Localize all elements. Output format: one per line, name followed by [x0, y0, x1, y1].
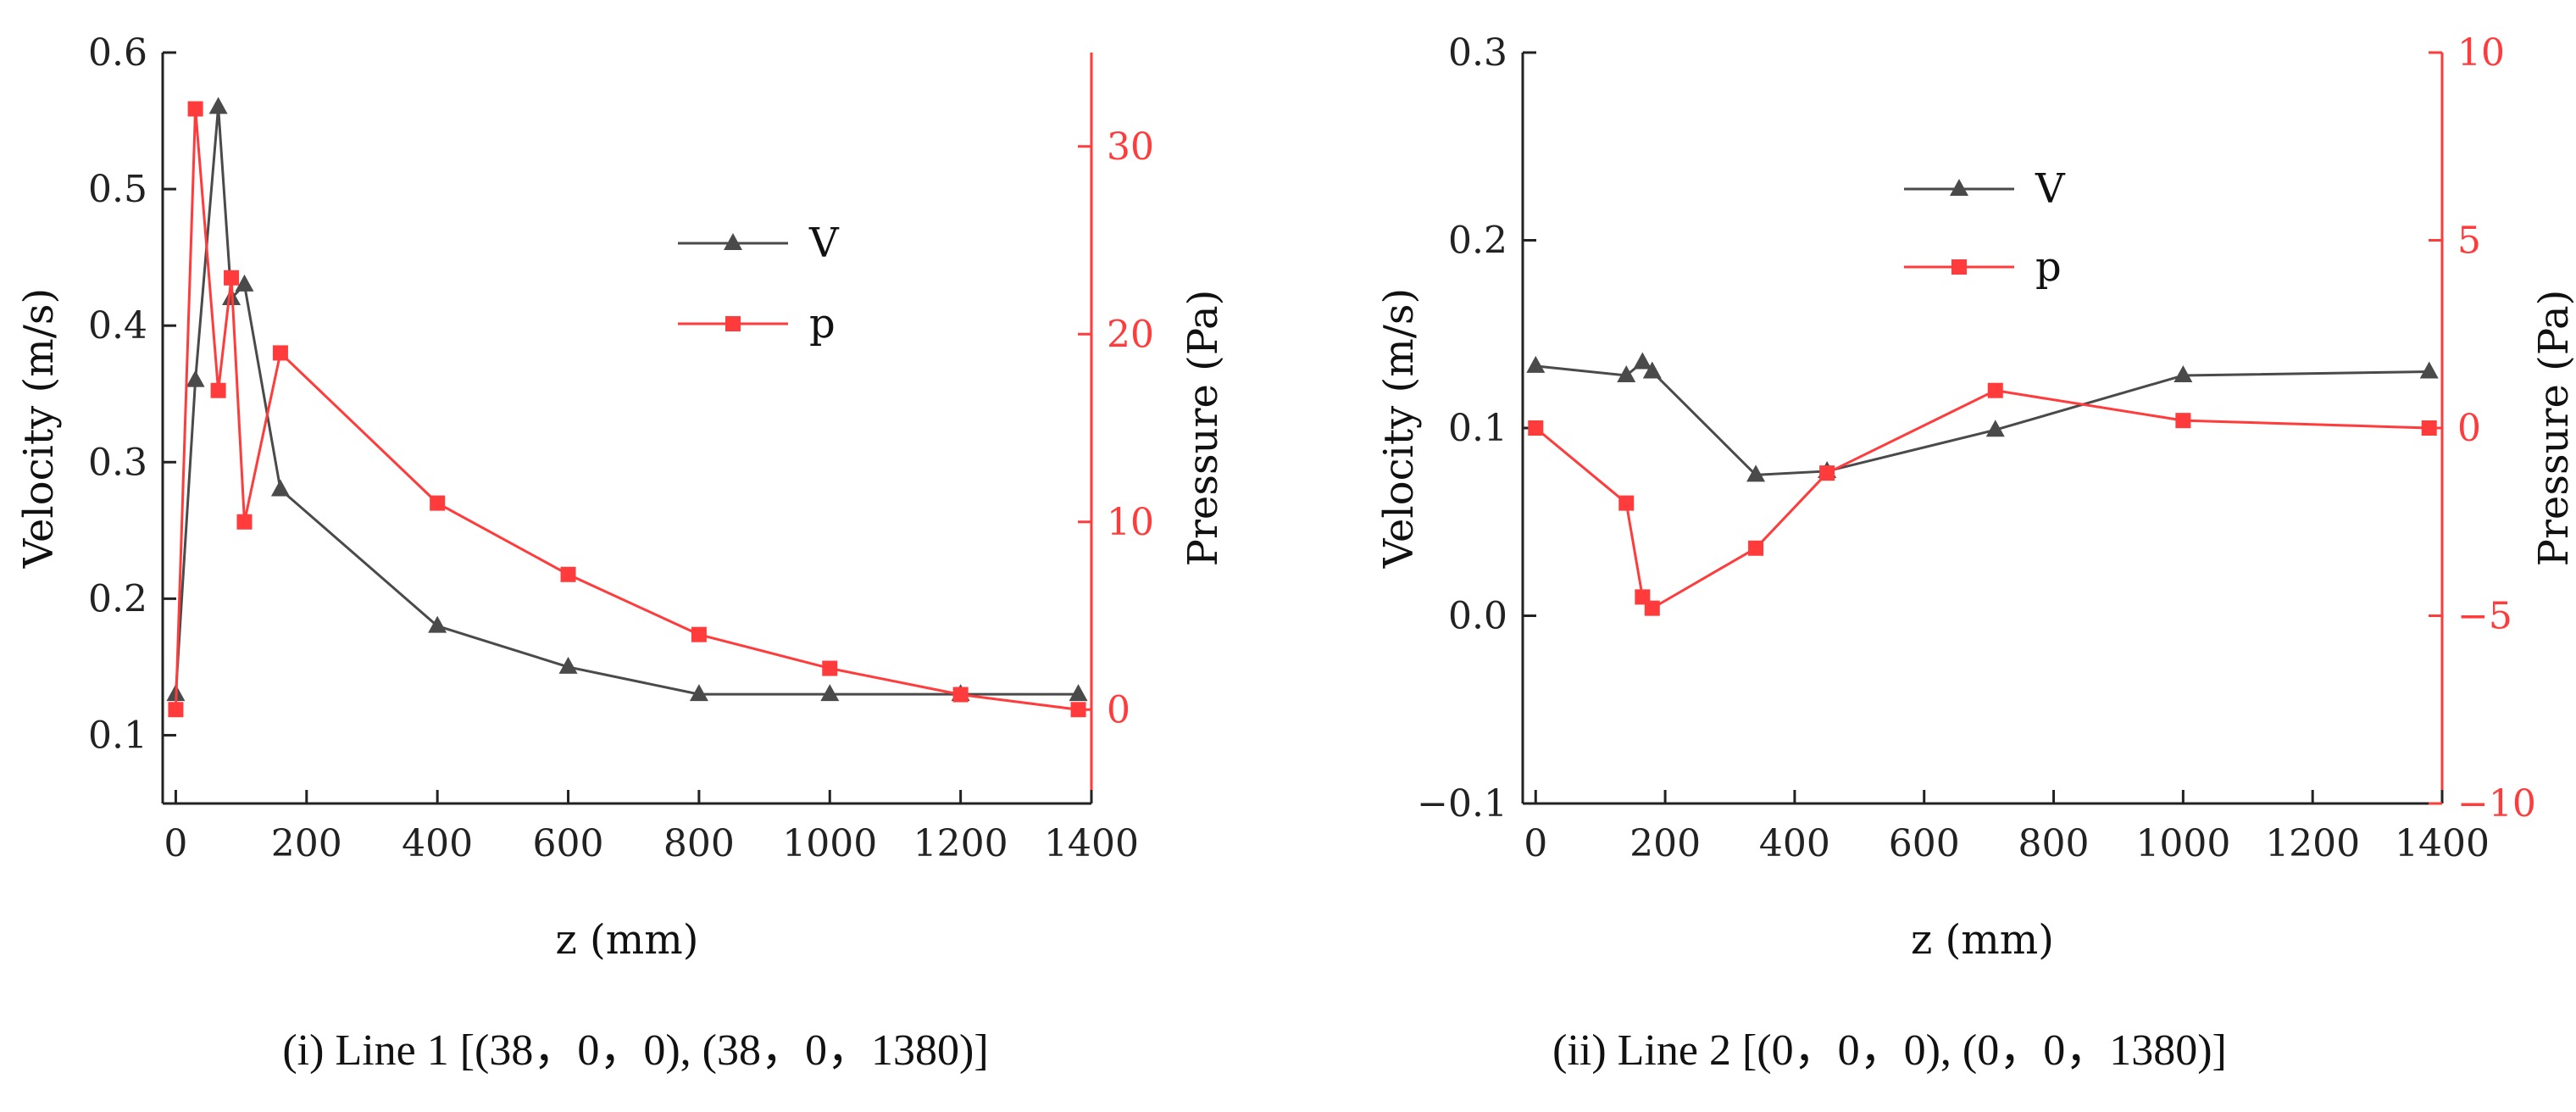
data-point-p — [1987, 382, 2003, 398]
data-point-V — [1642, 361, 1662, 379]
series-line-V — [174, 107, 1079, 696]
data-point-V — [2174, 364, 2193, 382]
y-tick-label: 0.2 — [1448, 220, 1507, 263]
y2-tick-label: −5 — [2457, 595, 2512, 638]
data-point-p — [1819, 465, 1835, 481]
data-point-V — [820, 684, 840, 702]
y-tick-label: 0.1 — [88, 714, 147, 757]
data-point-V — [1526, 355, 1546, 373]
legend-marker-p — [725, 316, 741, 331]
x-tick-label: 600 — [533, 822, 604, 865]
legend-marker-V — [1950, 179, 1968, 196]
data-point-p — [168, 702, 184, 718]
y-axis-title: Velocity (m/s) — [15, 288, 63, 570]
x-tick-label: 1200 — [913, 822, 1008, 865]
y2-tick-label: 10 — [1107, 501, 1154, 544]
x-tick-label: 600 — [1889, 822, 1960, 865]
legend-label-V: V — [808, 220, 840, 267]
x-tick-label: 200 — [1629, 822, 1701, 865]
y-tick-label: 0.0 — [1448, 595, 1507, 638]
y2-tick-label: 20 — [1107, 313, 1154, 356]
data-point-V — [1069, 684, 1088, 702]
data-point-p — [1618, 495, 1635, 511]
data-point-p — [210, 382, 226, 398]
data-point-p — [236, 514, 253, 530]
x-tick-label: 1000 — [2135, 822, 2230, 865]
data-point-V — [1985, 420, 2005, 437]
data-point-V — [689, 684, 708, 702]
x-tick-label: 400 — [1759, 822, 1830, 865]
y-tick-label: 0.4 — [88, 304, 147, 348]
legend-label-p: p — [2035, 243, 2062, 291]
y2-tick-label: 10 — [2457, 31, 2505, 75]
data-point-V — [428, 615, 447, 633]
y2-tick-label: −10 — [2457, 782, 2536, 826]
data-point-p — [1748, 540, 1764, 556]
data-point-V — [270, 479, 290, 497]
legend-marker-p — [1951, 259, 1967, 275]
y2-tick-label: 0 — [2457, 407, 2481, 450]
x-tick-label: 0 — [1524, 822, 1547, 865]
data-point-V — [2419, 361, 2439, 379]
data-point-V — [1617, 364, 1636, 382]
x-tick-label: 1000 — [782, 822, 877, 865]
x-tick-label: 1400 — [1044, 822, 1139, 865]
x-tick-label: 400 — [402, 822, 473, 865]
caption-line-1: (i) Line 1 [(38，0，0), (38，0，1380)] — [282, 1026, 989, 1075]
x-axis-title: z (mm) — [555, 916, 698, 964]
series-line-V — [1535, 360, 2429, 476]
data-point-p — [952, 687, 969, 703]
data-point-V — [1633, 352, 1652, 370]
data-point-p — [691, 626, 707, 642]
series-line-p — [1535, 389, 2429, 610]
data-point-V — [1746, 464, 1766, 482]
data-point-p — [187, 101, 203, 117]
data-point-p — [1070, 702, 1086, 718]
y-axis-title: Velocity (m/s) — [1375, 288, 1423, 570]
data-point-p — [224, 270, 240, 286]
y-tick-label: 0.1 — [1448, 407, 1507, 450]
chart-line-2: 0 200 400 600 800 1000 1200 1400 −0.1 0.0 0.1 0.2 0.… — [1375, 31, 2576, 964]
y2-tick-label: 0 — [1107, 688, 1130, 731]
y2-axis-title: Pressure (Pa) — [1180, 290, 1227, 567]
data-point-V — [186, 370, 205, 387]
series-line-p — [174, 108, 1079, 711]
data-point-p — [272, 345, 288, 361]
y2-tick-label: 30 — [1107, 125, 1154, 169]
data-point-p — [1528, 420, 1544, 436]
data-point-V — [235, 274, 254, 292]
x-tick-label: 1400 — [2395, 822, 2490, 865]
y2-axis-title: Pressure (Pa) — [2530, 290, 2576, 567]
data-point-V — [558, 656, 578, 674]
legend-label-p: p — [809, 300, 836, 348]
data-point-p — [1644, 600, 1660, 616]
chart-line-1: 0 200 400 600 800 1000 1200 14000.10.20.30.40.5… — [15, 31, 1227, 964]
y2-tick-label: 5 — [2457, 220, 2481, 263]
x-tick-label: 800 — [663, 822, 735, 865]
data-point-p — [2421, 420, 2437, 436]
data-point-p — [822, 660, 838, 676]
y-tick-label: 0.6 — [88, 31, 147, 75]
data-point-p — [2175, 413, 2191, 429]
x-tick-label: 0 — [164, 822, 187, 865]
x-tick-label: 200 — [271, 822, 342, 865]
data-point-p — [560, 566, 576, 582]
y-tick-label: 0.3 — [1448, 31, 1507, 75]
y-tick-label: −0.1 — [1417, 782, 1507, 826]
legend-label-V: V — [2035, 165, 2066, 213]
x-tick-label: 800 — [2018, 822, 2090, 865]
y-tick-label: 0.5 — [88, 168, 147, 211]
data-point-V — [208, 97, 228, 114]
y-tick-label: 0.3 — [88, 441, 147, 484]
x-axis-title: z (mm) — [1911, 916, 2054, 964]
y-tick-label: 0.2 — [88, 577, 147, 620]
data-point-p — [430, 495, 446, 511]
x-tick-label: 1200 — [2265, 822, 2360, 865]
legend-marker-V — [724, 233, 742, 250]
caption-line-2: (ii) Line 2 [(0，0，0), (0，0，1380)] — [1552, 1026, 2227, 1075]
